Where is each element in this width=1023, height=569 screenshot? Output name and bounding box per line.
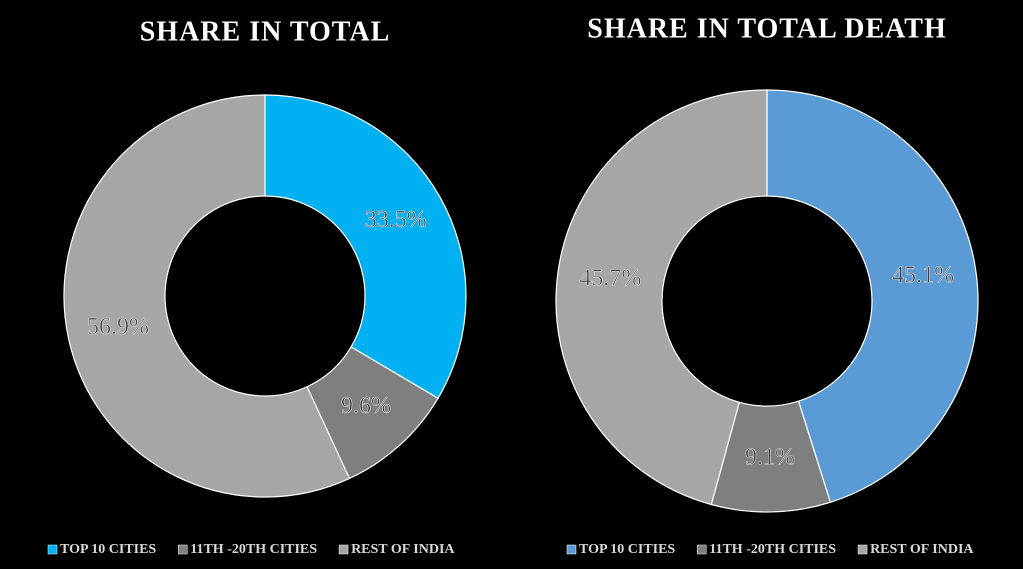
donut-slice — [555, 89, 768, 506]
legend-marker — [47, 544, 58, 555]
legend-label: 11TH -20TH CITIES — [190, 542, 317, 557]
legend-label: REST OF INDIA — [351, 542, 455, 557]
legend-marker — [696, 544, 707, 555]
legend-label: TOP 10 CITIES — [60, 542, 156, 557]
value-label: 9.6% — [341, 393, 391, 419]
legend-marker — [338, 544, 349, 555]
legend-marker — [857, 544, 868, 555]
value-label: 45.7% — [579, 265, 641, 291]
donut-slice — [63, 94, 351, 498]
donut-slice — [264, 94, 467, 400]
legend-marker — [177, 544, 188, 555]
value-label: 33.5% — [365, 207, 427, 233]
legend-label: TOP 10 CITIES — [579, 542, 675, 557]
value-label: 56.9% — [87, 314, 149, 340]
legend-marker — [566, 544, 577, 555]
chart-title: SHARE IN TOTAL DEATH — [587, 13, 946, 44]
chart-title: SHARE IN TOTAL — [140, 16, 391, 47]
value-label: 9.1% — [745, 444, 795, 470]
legend-label: 11TH -20TH CITIES — [709, 542, 836, 557]
donut-slice — [766, 89, 979, 504]
legend-label: REST OF INDIA — [870, 542, 974, 557]
value-label: 45.1% — [892, 262, 954, 288]
